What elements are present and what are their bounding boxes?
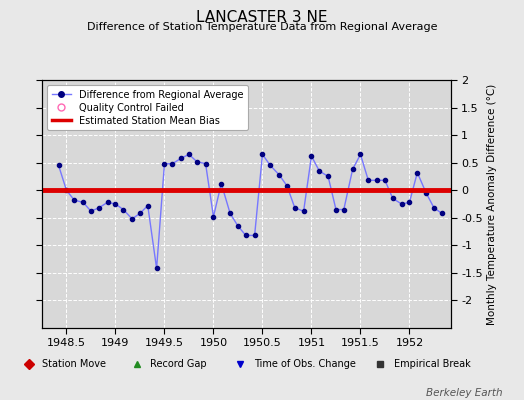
Text: Berkeley Earth: Berkeley Earth (427, 388, 503, 398)
Legend: Difference from Regional Average, Quality Control Failed, Estimated Station Mean: Difference from Regional Average, Qualit… (47, 85, 248, 130)
Text: LANCASTER 3 NE: LANCASTER 3 NE (196, 10, 328, 25)
Text: Difference of Station Temperature Data from Regional Average: Difference of Station Temperature Data f… (87, 22, 437, 32)
Text: Record Gap: Record Gap (150, 359, 207, 369)
Text: Empirical Break: Empirical Break (394, 359, 470, 369)
Text: Station Move: Station Move (42, 359, 106, 369)
Y-axis label: Monthly Temperature Anomaly Difference (°C): Monthly Temperature Anomaly Difference (… (487, 83, 497, 325)
Text: Time of Obs. Change: Time of Obs. Change (254, 359, 356, 369)
